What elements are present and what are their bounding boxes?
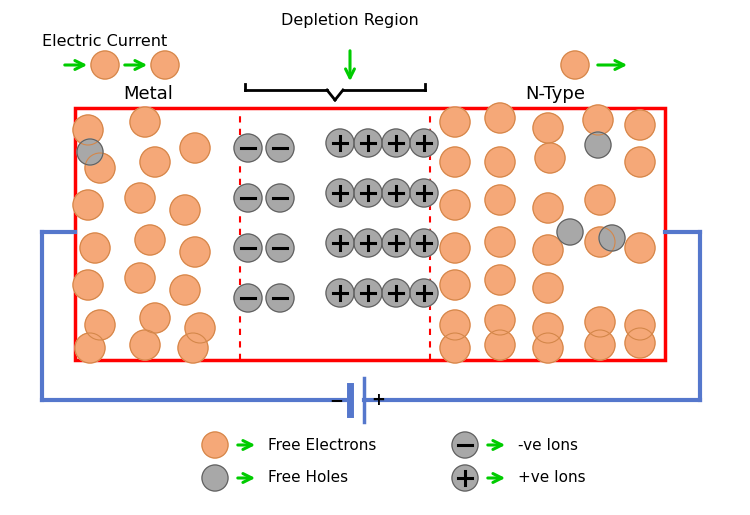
- Circle shape: [266, 234, 294, 262]
- Circle shape: [625, 328, 655, 358]
- Circle shape: [585, 330, 615, 360]
- Circle shape: [178, 333, 208, 363]
- Circle shape: [73, 190, 103, 220]
- Circle shape: [80, 233, 110, 263]
- Circle shape: [85, 153, 115, 183]
- Circle shape: [234, 284, 262, 312]
- Circle shape: [75, 333, 105, 363]
- Circle shape: [180, 133, 210, 163]
- Circle shape: [625, 147, 655, 177]
- Circle shape: [440, 270, 470, 300]
- Circle shape: [326, 129, 354, 157]
- Circle shape: [533, 333, 563, 363]
- Circle shape: [585, 227, 615, 257]
- Circle shape: [585, 132, 611, 158]
- Circle shape: [585, 307, 615, 337]
- Circle shape: [170, 275, 200, 305]
- Circle shape: [557, 219, 583, 245]
- Circle shape: [452, 465, 478, 491]
- Circle shape: [410, 179, 438, 207]
- Circle shape: [440, 190, 470, 220]
- Circle shape: [354, 129, 382, 157]
- Circle shape: [599, 225, 625, 251]
- Text: Free Holes: Free Holes: [268, 471, 348, 486]
- Circle shape: [533, 193, 563, 223]
- Text: +: +: [371, 391, 385, 409]
- Circle shape: [440, 107, 470, 137]
- Circle shape: [585, 185, 615, 215]
- Circle shape: [234, 134, 262, 162]
- Circle shape: [266, 284, 294, 312]
- Circle shape: [140, 147, 170, 177]
- Circle shape: [202, 465, 228, 491]
- Circle shape: [266, 134, 294, 162]
- Circle shape: [135, 225, 165, 255]
- Circle shape: [533, 313, 563, 343]
- Circle shape: [382, 279, 410, 307]
- Circle shape: [91, 51, 119, 79]
- Circle shape: [625, 233, 655, 263]
- Circle shape: [533, 235, 563, 265]
- Circle shape: [125, 183, 155, 213]
- Circle shape: [85, 310, 115, 340]
- Circle shape: [382, 179, 410, 207]
- Circle shape: [382, 229, 410, 257]
- Circle shape: [73, 270, 103, 300]
- Circle shape: [140, 303, 170, 333]
- Circle shape: [533, 273, 563, 303]
- Circle shape: [485, 305, 515, 335]
- Text: Metal: Metal: [123, 85, 173, 103]
- Circle shape: [440, 333, 470, 363]
- Circle shape: [440, 233, 470, 263]
- Circle shape: [266, 184, 294, 212]
- Circle shape: [485, 265, 515, 295]
- Circle shape: [485, 147, 515, 177]
- Bar: [75, 108, 665, 360]
- Circle shape: [382, 129, 410, 157]
- Text: −: −: [329, 391, 343, 409]
- Circle shape: [354, 279, 382, 307]
- Circle shape: [452, 432, 478, 458]
- Circle shape: [185, 313, 215, 343]
- Text: +ve Ions: +ve Ions: [518, 471, 586, 486]
- Text: Depletion Region: Depletion Region: [281, 12, 418, 27]
- Circle shape: [625, 110, 655, 140]
- Circle shape: [485, 103, 515, 133]
- Circle shape: [170, 195, 200, 225]
- Circle shape: [410, 279, 438, 307]
- Circle shape: [410, 129, 438, 157]
- Circle shape: [125, 263, 155, 293]
- Circle shape: [354, 179, 382, 207]
- Circle shape: [485, 330, 515, 360]
- Circle shape: [234, 234, 262, 262]
- Circle shape: [485, 227, 515, 257]
- Circle shape: [533, 113, 563, 143]
- Circle shape: [326, 179, 354, 207]
- Circle shape: [535, 143, 565, 173]
- Text: N-Type: N-Type: [525, 85, 585, 103]
- Circle shape: [130, 107, 160, 137]
- Circle shape: [625, 310, 655, 340]
- Text: Electric Current: Electric Current: [42, 35, 168, 49]
- Circle shape: [354, 229, 382, 257]
- Circle shape: [326, 229, 354, 257]
- Circle shape: [440, 310, 470, 340]
- Circle shape: [485, 185, 515, 215]
- Circle shape: [77, 139, 103, 165]
- Circle shape: [130, 330, 160, 360]
- Circle shape: [440, 147, 470, 177]
- Circle shape: [73, 115, 103, 145]
- Text: Free Electrons: Free Electrons: [268, 438, 376, 453]
- Circle shape: [410, 229, 438, 257]
- Circle shape: [583, 105, 613, 135]
- Circle shape: [202, 432, 228, 458]
- Circle shape: [326, 279, 354, 307]
- Circle shape: [234, 184, 262, 212]
- Circle shape: [180, 237, 210, 267]
- Text: -ve Ions: -ve Ions: [518, 438, 578, 453]
- Circle shape: [561, 51, 589, 79]
- Circle shape: [151, 51, 179, 79]
